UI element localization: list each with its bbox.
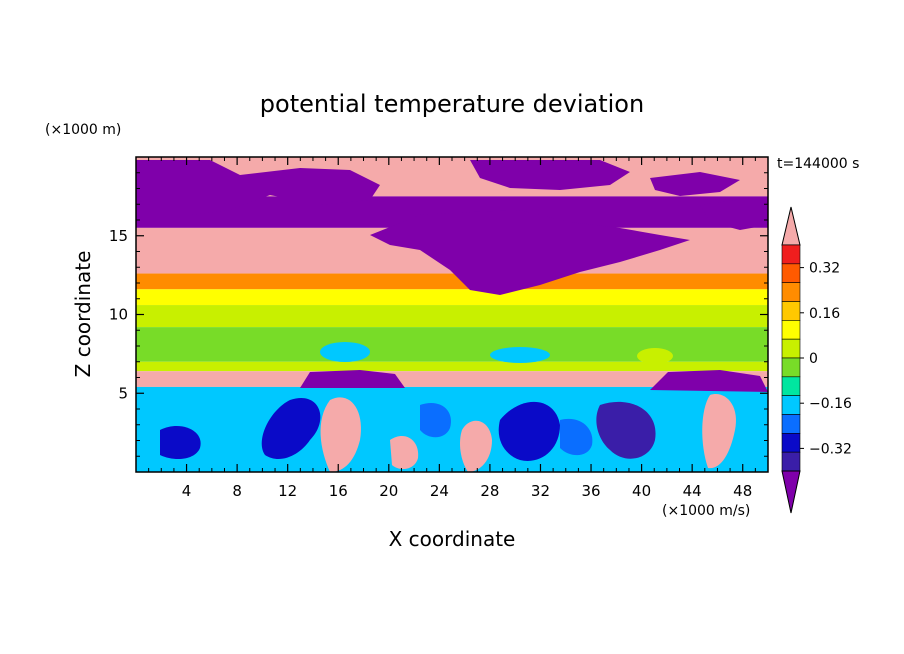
x-tick-label: 16 [329, 482, 348, 500]
colorbar-box [781, 357, 801, 378]
colorbar-tick-label: 0.32 [809, 261, 840, 277]
eddy-blue-6 [560, 418, 593, 456]
upper-mid-purple-blob [370, 210, 690, 295]
band-8 [136, 371, 768, 387]
eddy-pink-1 [320, 397, 361, 472]
y-tick-label: 5 [118, 384, 128, 402]
cyan-patch-1 [320, 342, 370, 362]
colorbar-extend-max [781, 206, 801, 246]
colorbar-box [781, 263, 801, 283]
yellow-patch [637, 348, 673, 364]
lower-left-purple-cap [300, 370, 405, 388]
colorbar-box [781, 282, 801, 302]
chart-title: potential temperature deviation [260, 90, 644, 118]
colorbar-tick-label: 0 [809, 351, 818, 367]
x-tick-label: 24 [430, 482, 449, 500]
band-7 [136, 361, 768, 372]
cyan-patch-2 [490, 347, 550, 363]
colorbar-box [781, 320, 801, 340]
colorbar-box [781, 338, 801, 359]
band-3 [136, 273, 768, 290]
colorbar-box [781, 451, 801, 472]
x-tick-label: 40 [632, 482, 651, 500]
x-tick-label: 28 [480, 482, 499, 500]
eddy-blue-3 [596, 401, 656, 459]
lower-right-purple-cap [650, 370, 768, 392]
y-axis-label: Z coordinate [71, 251, 95, 378]
plot-area [136, 157, 768, 472]
upper-right-purple-blob-2 [650, 172, 740, 196]
eddy-pink-3 [702, 394, 736, 469]
eddy-blue-2 [498, 401, 560, 461]
x-tick-label: 44 [683, 482, 702, 500]
x-unit-label: (×1000 m/s) [662, 503, 750, 519]
colorbar-tick-label: 0.16 [809, 306, 840, 322]
band-4 [136, 289, 768, 306]
x-tick-label: 36 [581, 482, 600, 500]
upper-left-purple-blob [136, 160, 380, 215]
x-tick-label: 20 [379, 482, 398, 500]
contour-features [136, 160, 768, 472]
band-6 [136, 327, 768, 362]
y-tick-label: 15 [109, 227, 128, 245]
colorbar-box [781, 433, 801, 453]
y-axis: 5 10 15 [109, 172, 768, 457]
x-tick-label: 32 [531, 482, 550, 500]
eddy-pink-2 [460, 420, 492, 472]
colorbar-box [781, 395, 801, 415]
colorbar: 0.32 0.16 0 −0.16 −0.32 [781, 206, 852, 514]
eddy-blue-5 [420, 402, 451, 438]
colorbar-box [781, 414, 801, 434]
colorbar-box [781, 301, 801, 321]
x-tick-label: 4 [182, 482, 192, 500]
colorbar-tick-label: −0.32 [809, 441, 852, 457]
x-axis-label: X coordinate [389, 527, 516, 551]
colorbar-box [781, 376, 801, 396]
eddy-blue-4 [160, 426, 201, 460]
y-unit-label: (×1000 m) [45, 122, 121, 138]
colorbar-tick-label: −0.16 [809, 396, 852, 412]
colorbar-extend-min [781, 470, 801, 514]
upper-right-purple-blob-1 [470, 160, 630, 190]
y-tick-label: 10 [109, 306, 128, 324]
x-axis: 4 8 12 16 20 24 28 32 36 40 44 48 [148, 157, 756, 500]
band-5 [136, 305, 768, 328]
upper-right-purple-blob-3 [700, 198, 768, 230]
x-tick-label: 8 [232, 482, 242, 500]
colorbar-box [781, 244, 801, 265]
x-tick-label: 48 [733, 482, 752, 500]
band-9 [136, 386, 768, 472]
eddy-pink-4 [390, 436, 419, 470]
time-label: t=144000 s [777, 156, 859, 172]
eddy-blue-1 [261, 398, 321, 460]
x-tick-label: 12 [278, 482, 297, 500]
